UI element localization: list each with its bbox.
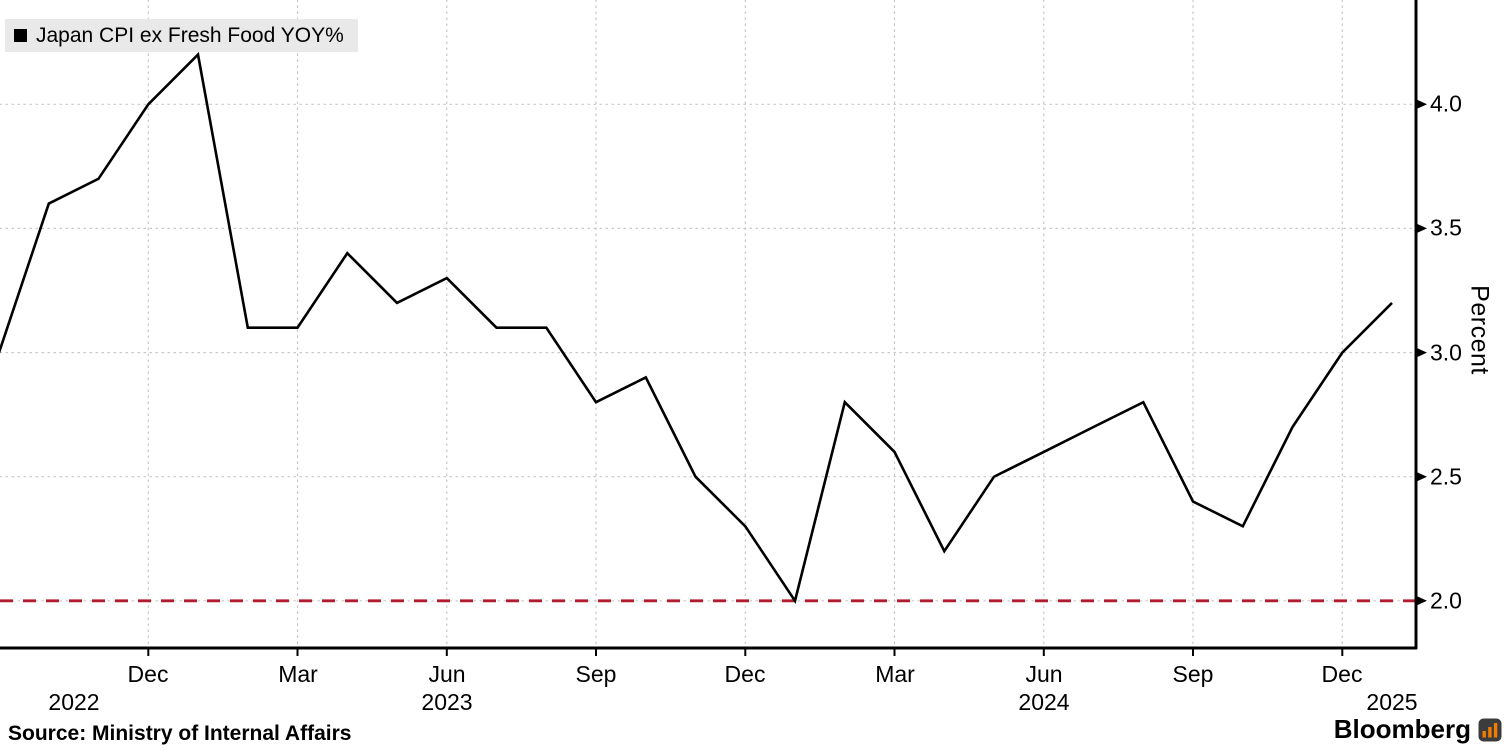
cpi-series-line <box>0 51 1393 604</box>
y-tick-label: 2.5 <box>1430 463 1462 490</box>
bloomberg-wordmark: Bloomberg <box>1333 714 1471 744</box>
legend-label: Japan CPI ex Fresh Food YOY% <box>36 24 344 47</box>
y-tick-arrow <box>1416 99 1427 110</box>
source-note: Source: Ministry of Internal Affairs <box>8 722 352 745</box>
x-tick-label: Sep <box>1172 661 1214 687</box>
y-tick-label: 2.0 <box>1430 587 1462 614</box>
x-tick-label: Mar <box>278 661 318 687</box>
bloomberg-logo: Bloomberg <box>1334 714 1502 745</box>
y-tick-label: 4.0 <box>1430 90 1462 117</box>
legend-marker-square <box>14 29 27 42</box>
year-label: 2025 <box>1366 689 1418 715</box>
y-tick-label: 3.5 <box>1430 214 1462 241</box>
y-tick-arrow <box>1416 223 1427 234</box>
legend: Japan CPI ex Fresh Food YOY% <box>5 19 358 52</box>
y-tick-arrow <box>1416 595 1427 606</box>
y-tick-arrow <box>1416 471 1427 482</box>
x-tick-label: Mar <box>875 661 915 687</box>
x-tick-label: Dec <box>724 661 766 687</box>
year-label: 2023 <box>421 689 473 715</box>
x-tick-label: Jun <box>1025 661 1063 687</box>
x-tick-label: Dec <box>1321 661 1363 687</box>
x-tick-label: Sep <box>575 661 617 687</box>
y-tick-arrow <box>1416 347 1427 358</box>
x-tick-label: Dec <box>127 661 169 687</box>
y-tick-label: 3.0 <box>1430 339 1462 366</box>
year-label: 2024 <box>1018 689 1070 715</box>
year-label: 2022 <box>48 689 100 715</box>
y-axis-title: Percent <box>1465 285 1494 375</box>
bloomberg-terminal-icon <box>1478 718 1502 741</box>
x-tick-label: Jun <box>428 661 466 687</box>
